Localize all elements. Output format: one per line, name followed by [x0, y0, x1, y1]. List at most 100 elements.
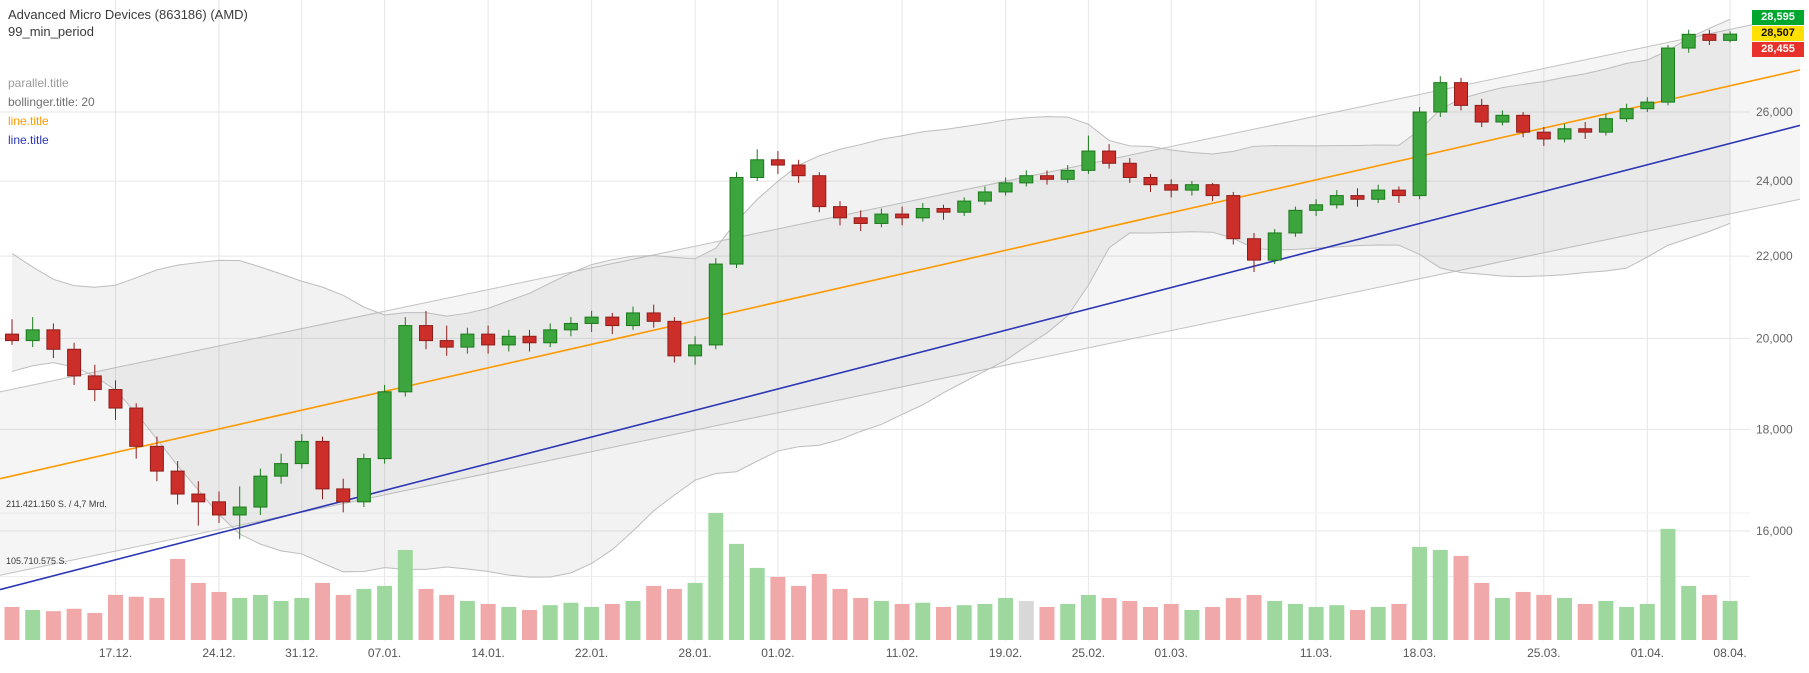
candle: [791, 164, 806, 177]
candle: [274, 463, 289, 477]
volume-bar: [1598, 600, 1614, 640]
candle: [108, 389, 123, 409]
candle: [584, 316, 599, 324]
volume-bar: [108, 594, 123, 640]
volume-bar: [1577, 603, 1593, 640]
volume-bar: [439, 594, 455, 640]
volume-bar: [459, 600, 475, 640]
candle: [770, 159, 785, 166]
bollinger-band: [12, 19, 1731, 578]
period-label: 99_min_period: [8, 24, 95, 39]
volume-bar: [1308, 606, 1324, 640]
volume-bar: [66, 608, 82, 640]
legend-item-bollinger: bollinger.title: 20: [8, 95, 95, 109]
bollinger-lower-line: [11, 222, 1731, 578]
candle: [501, 335, 516, 346]
candle: [1164, 184, 1179, 191]
date-tick-label: 08.04.: [1713, 646, 1746, 660]
candle: [1681, 33, 1696, 49]
volume-bar: [563, 602, 579, 640]
candle: [1205, 184, 1220, 197]
date-tick-label: 19.02.: [989, 646, 1022, 660]
volume-bar: [936, 606, 951, 640]
volume-bar: [770, 576, 786, 640]
candle: [129, 407, 144, 447]
date-tick-label: 28.01.: [678, 646, 711, 660]
volume-mid-label: 105.710.575 S.: [6, 556, 68, 566]
volume-bar: [1412, 546, 1428, 640]
candle: [1516, 114, 1531, 133]
volume-bar: [232, 597, 248, 640]
price-tick-label: 20,000: [1756, 331, 1793, 345]
date-tick-label: 31.12.: [285, 646, 318, 660]
volume-bar: [1018, 600, 1034, 640]
candle: [605, 316, 620, 327]
volume-bar: [356, 588, 372, 640]
volume-bar: [1246, 594, 1262, 640]
candle: [1060, 169, 1075, 180]
candle: [1081, 150, 1096, 171]
volume-bar: [998, 597, 1014, 640]
volume-bar: [1287, 603, 1303, 640]
trend-line-orange: [0, 69, 1801, 480]
volume-bar: [708, 513, 724, 640]
candle: [688, 344, 703, 357]
volume-bar: [397, 549, 413, 640]
chart-header: Advanced Micro Devices (863186) (AMD) 99…: [8, 6, 248, 40]
date-tick-label: 11.03.: [1300, 646, 1332, 660]
candle: [1309, 204, 1324, 211]
volume-bar: [522, 609, 537, 640]
candle: [419, 325, 433, 342]
volume-bar: [1350, 609, 1365, 640]
legend-item-blue-line: line.title: [8, 133, 49, 147]
volume-bar: [190, 582, 206, 640]
price-tick-label: 26,000: [1756, 105, 1793, 119]
price-tick-label: 22,000: [1756, 249, 1793, 263]
volume-bar: [1122, 600, 1138, 640]
candle: [1371, 189, 1386, 200]
volume-bar: [4, 606, 20, 640]
volume-bar: [666, 588, 682, 640]
candle: [1702, 33, 1717, 41]
candle: [1619, 108, 1634, 120]
candle: [626, 312, 640, 327]
date-tick-label: 18.03.: [1403, 646, 1436, 660]
candle: [398, 325, 413, 393]
volume-bar: [501, 606, 517, 640]
candle: [729, 176, 744, 265]
candle: [895, 213, 910, 219]
candle: [315, 440, 330, 490]
volume-bar: [1163, 603, 1179, 640]
volume-bar: [1391, 603, 1407, 640]
candle: [1723, 33, 1738, 41]
volume-bar: [45, 611, 61, 640]
trend-line-blue: [0, 124, 1801, 591]
volume-bar: [1681, 585, 1697, 640]
candle: [1391, 189, 1406, 197]
price-tick-label: 16,000: [1756, 524, 1793, 538]
volume-bar: [915, 602, 931, 640]
candle: [1536, 131, 1551, 140]
candle: [1578, 128, 1593, 133]
volume-bar: [687, 582, 703, 640]
candle: [46, 329, 61, 350]
candle: [336, 488, 351, 503]
volume-bar: [604, 603, 620, 640]
volume-bar: [1101, 597, 1117, 640]
candle: [253, 475, 268, 508]
candle: [977, 191, 992, 202]
candle: [646, 312, 661, 322]
volume-max-label: 211.421.150 S. / 4,7 Mrd.: [6, 499, 107, 509]
candle: [170, 470, 185, 495]
date-tick-label: 25.03.: [1527, 646, 1560, 660]
candle: [356, 458, 371, 503]
date-tick-label: 22.01.: [575, 646, 608, 660]
volume-bar: [25, 609, 41, 640]
volume-bar: [1557, 597, 1572, 640]
volume-bar: [1080, 594, 1096, 640]
candle: [481, 333, 496, 346]
legend-item-parallel: parallel.title: [8, 76, 69, 90]
volume-bar: [1329, 605, 1345, 640]
